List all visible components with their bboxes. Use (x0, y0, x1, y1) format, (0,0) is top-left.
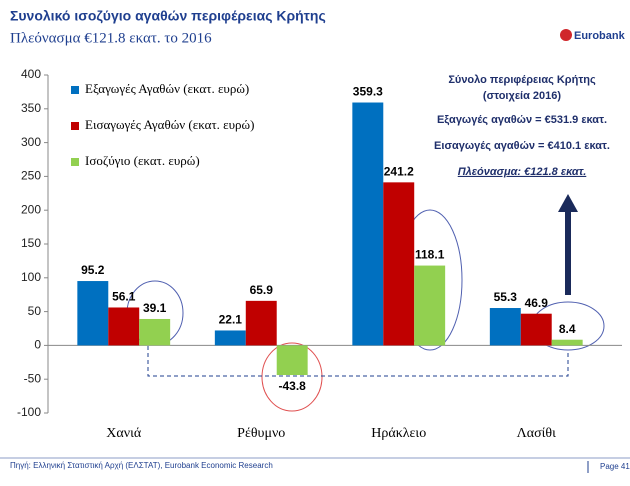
value-label: 359.3 (353, 85, 383, 99)
value-label: 118.1 (415, 248, 445, 262)
value-label: 56.1 (112, 290, 136, 304)
x-tick-label: Ηράκλειο (371, 426, 426, 441)
bar (214, 330, 246, 346)
bar (520, 313, 552, 346)
bar (383, 182, 415, 346)
value-label: 8.4 (559, 322, 576, 336)
y-tick-label: 400 (21, 67, 41, 81)
bar (414, 265, 446, 346)
legend-label: Εξαγωγές Αγαθών (εκατ. ευρώ) (85, 81, 249, 96)
legend-label: Ισοζύγιο (εκατ. ευρώ) (85, 153, 200, 168)
y-tick-label: 0 (34, 338, 41, 352)
title: Συνολικό ισοζύγιο αγαθών περιφέρειας Κρή… (10, 8, 326, 24)
y-tick-label: 100 (21, 270, 41, 284)
legend-swatch (71, 122, 79, 130)
y-tick-label: 200 (21, 202, 41, 216)
y-tick-label: -50 (24, 371, 42, 385)
value-label: 65.9 (250, 283, 274, 297)
y-tick-label: 50 (28, 304, 42, 318)
x-tick-label: Χανιά (106, 426, 142, 441)
value-label: 95.2 (81, 263, 105, 277)
legend-swatch (71, 158, 79, 166)
logo-icon (560, 29, 572, 41)
logo-text: Eurobank (574, 30, 626, 42)
annotation: Εισαγωγές αγαθών = €410.1 εκατ. (434, 140, 610, 152)
legend-label: Εισαγωγές Αγαθών (εκατ. ευρώ) (85, 117, 254, 132)
x-tick-label: Λασίθι (517, 426, 557, 441)
legend-swatch (71, 86, 79, 94)
x-tick-label: Ρέθυμνο (237, 426, 285, 441)
bar (489, 308, 521, 346)
annotation: (στοιχεία 2016) (483, 90, 561, 102)
highlight-ellipse (261, 342, 323, 412)
value-label: 55.3 (494, 290, 518, 304)
bar (245, 300, 277, 346)
bar (551, 339, 583, 346)
annotation: Εξαγωγές αγαθών = €531.9 εκατ. (437, 114, 607, 126)
footer-source: Πηγή: Ελληνική Στατιστική Αρχή (ΕΛΣΤΑΤ),… (10, 461, 273, 470)
value-label: -43.8 (279, 379, 307, 393)
y-tick-label: 150 (21, 236, 41, 250)
arrow-head (558, 194, 578, 212)
bracket (147, 346, 569, 377)
value-label: 22.1 (219, 313, 243, 327)
annotation: Πλεόνασμα: €121.8 εκατ. (458, 166, 587, 178)
logo: Eurobank (560, 29, 626, 42)
subtitle: Πλεόνασμα €121.8 εκατ. το 2016 (10, 30, 212, 46)
value-label: 39.1 (143, 301, 167, 315)
bar (139, 318, 171, 346)
annotation: Σύνολο περιφέρειας Κρήτης (448, 74, 596, 86)
y-tick-label: 350 (21, 101, 41, 115)
bar (77, 281, 109, 346)
value-label: 46.9 (525, 296, 549, 310)
value-label: 241.2 (384, 165, 414, 179)
y-tick-label: 250 (21, 169, 41, 183)
y-tick-label: -100 (17, 405, 41, 419)
bar (352, 102, 384, 346)
bar (276, 345, 308, 376)
y-tick-label: 300 (21, 135, 41, 149)
page-number: Page 41 (600, 462, 630, 471)
bar (108, 307, 140, 346)
